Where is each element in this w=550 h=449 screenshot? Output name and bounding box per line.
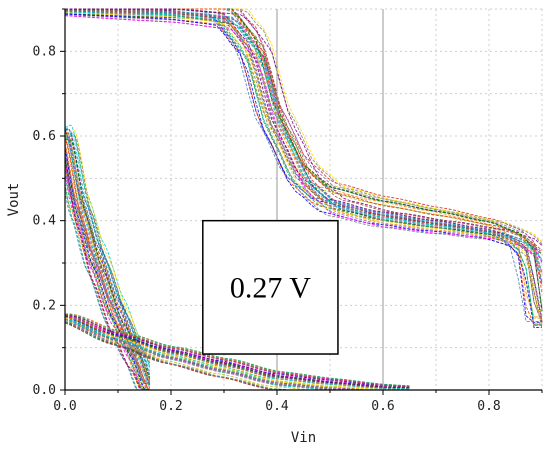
vtc-forward-run [64,15,543,329]
vtc-forward-run [64,14,543,309]
annotation-label: 0.27 V [230,271,311,304]
annotation-rect [202,219,339,355]
shallow-falling-run [64,315,410,388]
y-tick-label: 0.6 [33,129,56,144]
vtc-forward-run [65,8,543,323]
vtc-forward-run [64,15,543,286]
shallow-falling-run [64,314,410,388]
shallow-falling-run [64,313,410,387]
y-tick-label: 0.8 [33,44,56,59]
shallow-falling-run [64,315,410,389]
shallow-falling-run [64,315,410,389]
annotation-box: 0.27 V [202,219,339,355]
steep-falling-run [64,164,150,390]
x-tick-label: 0.8 [477,399,500,414]
vtc-forward-run [65,8,543,251]
steep-falling-run [64,191,150,391]
shallow-falling-run [64,318,410,390]
steep-falling-run [64,130,151,385]
y-tick-label: 0.2 [33,298,56,313]
x-axis-label: Vin [291,430,316,446]
steep-falling-run [64,136,151,384]
vtc-forward-run [64,8,543,246]
vtc-forward-run [64,9,543,273]
steep-falling-run [64,185,150,389]
shallow-falling-run [64,313,410,387]
y-axis-ticks: 0.0 0.2 0.4 0.6 0.8 [33,8,65,398]
steep-falling-run [64,143,150,391]
steep-falling-run [64,130,151,362]
vtc-forward-run [64,13,543,275]
x-tick-label: 0.6 [371,399,394,414]
steep-falling-run [64,132,151,368]
shallow-falling-run [64,314,410,387]
x-tick-label: 0.2 [159,399,182,414]
y-tick-label: 0.4 [33,214,57,229]
steep-falling-run [64,137,151,391]
vtc-forward-run [65,8,543,245]
steep-falling-run [64,137,151,389]
y-tick-label: 0.0 [33,383,56,398]
x-axis-ticks: 0.0 0.2 0.4 0.6 0.8 [53,390,543,414]
steep-falling-run [64,164,150,391]
shallow-falling-run [64,318,410,391]
steep-falling-run [64,147,150,388]
steep-falling-run [64,160,150,391]
vtc-forward-run [64,12,543,327]
steep-falling-run [64,156,150,391]
vtc-forward-run [64,9,543,324]
vtc-forward-run [64,11,543,283]
vtc-forward-run [64,11,543,273]
shallow-falling-run [64,316,410,390]
shallow-falling-run [64,315,410,388]
vtc-forward-run [64,11,543,326]
vtc-forward-run [65,8,543,243]
x-tick-label: 0.0 [53,399,76,414]
x-tick-label: 0.4 [265,399,289,414]
vtc-forward-run [64,12,543,255]
plot-frame [64,9,542,391]
steep-falling-run [64,149,150,391]
steep-falling-run [64,161,150,391]
y-axis-label: Vout [6,183,22,217]
steep-falling-run [64,138,151,379]
shallow-falling-run [64,317,410,391]
monte-carlo-curves [64,8,543,391]
steep-falling-run [64,174,150,390]
steep-falling-run [64,166,150,384]
